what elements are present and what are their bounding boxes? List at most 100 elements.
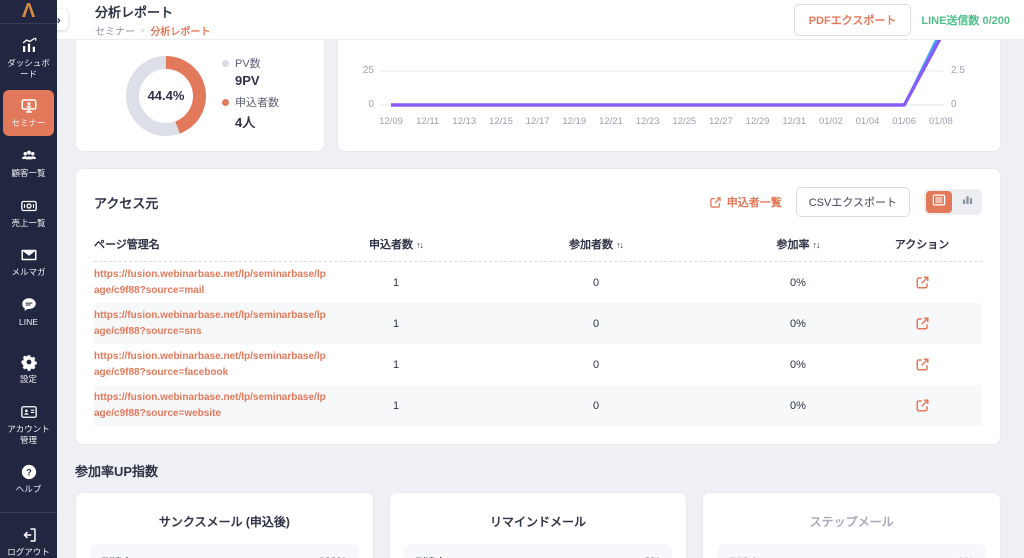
sidebar-item-mail-magazine[interactable]: メルマガ [3, 239, 54, 285]
seminar-icon [19, 97, 39, 115]
page-url-link[interactable]: https://fusion.webinarbase.net/lp/semina… [94, 351, 326, 378]
access-card-title: アクセス元 [94, 195, 159, 211]
sort-icon[interactable]: ↑↓ [616, 240, 624, 250]
sidebar-item-label: LINE [19, 316, 38, 327]
settings-icon [19, 353, 39, 372]
participants-cell: 0 [592, 358, 600, 371]
rate-cell: 0% [790, 276, 806, 289]
bar-chart-icon [961, 193, 974, 211]
view-toggle [924, 189, 982, 215]
column-header-participants[interactable]: 参加者数 ↑↓ [569, 239, 624, 251]
page-url-link[interactable]: https://fusion.webinarbase.net/lp/semina… [94, 310, 326, 337]
sidebar-nav-logout: ログアウト [0, 513, 57, 558]
x-tick: 01/08 [928, 116, 953, 127]
x-axis-labels: 12/09 12/11 12/13 12/15 12/17 12/19 12/2… [373, 116, 959, 127]
donut-chart: 44.4% [126, 55, 206, 136]
right-axis-tick: 2.5 [951, 65, 965, 76]
header-actions: PDFエクスポート LINE送信数 0/200 [793, 3, 1014, 36]
page-url-link[interactable]: https://fusion.webinarbase.net/lp/semina… [94, 392, 326, 419]
sidebar-item-logout[interactable]: ログアウト [3, 519, 54, 558]
rate-cell: 0% [790, 358, 806, 371]
open-external-icon[interactable] [915, 316, 930, 331]
page-url-link[interactable]: https://fusion.webinarbase.net/lp/semina… [94, 269, 326, 296]
table-row: https://fusion.webinarbase.net/lp/semina… [94, 344, 982, 385]
sidebar-item-customers[interactable]: 顧客一覧 [3, 140, 54, 186]
legend-item-pv: PV数 [222, 55, 279, 71]
rate-cell: 0% [790, 317, 806, 330]
table-row: https://fusion.webinarbase.net/lp/semina… [94, 303, 982, 344]
sidebar-item-settings[interactable]: 設定 [3, 346, 54, 392]
sidebar-item-label: アカウント管理 [7, 424, 50, 445]
x-tick: 12/21 [599, 116, 623, 127]
csv-export-button[interactable]: CSVエクスポート [795, 187, 910, 217]
participants-cell: 0 [592, 399, 600, 412]
sidebar-item-label: メルマガ [11, 267, 46, 278]
dashboard-icon [19, 37, 39, 55]
applicants-list-label: 申込者一覧 [726, 197, 782, 209]
line-chart [380, 40, 944, 107]
main-area: » 分析レポート セミナー › 分析レポート PDFエクスポート LINE送信数… [47, 0, 1024, 558]
column-header-rate[interactable]: 参加率 ↑↓ [776, 239, 821, 251]
open-external-icon[interactable] [915, 398, 930, 413]
applicants-count-value: 4人 [235, 115, 256, 130]
line-chat-icon [19, 296, 39, 314]
rate-cell: 0% [790, 399, 806, 412]
pv-series-line [391, 40, 938, 107]
x-tick: 12/15 [489, 116, 513, 127]
donut-legend: PV数 9PV 申込者数 4人 [222, 55, 279, 136]
table-view-button[interactable] [926, 191, 952, 213]
svg-text:?: ? [26, 468, 32, 478]
legend-label: PV数 [235, 58, 261, 70]
page-header: » 分析レポート セミナー › 分析レポート PDFエクスポート LINE送信数… [47, 0, 1024, 40]
trend-line-chart-card: 25 0 2.5 0 12/09 12/11 12/13 12/15 12/17… [337, 40, 1001, 152]
table-row: https://fusion.webinarbase.net/lp/semina… [94, 385, 982, 426]
open-external-icon[interactable] [915, 275, 930, 290]
delivery-rate-metric: 到達率 0% [717, 544, 987, 558]
customers-icon [19, 147, 39, 165]
left-axis-tick: 0 [368, 99, 374, 110]
breadcrumb-parent[interactable]: セミナー [95, 26, 135, 38]
x-tick: 12/31 [782, 116, 807, 127]
left-axis-tick: 25 [362, 65, 374, 76]
x-tick: 01/06 [892, 116, 917, 127]
applicants-dot-icon [222, 98, 229, 106]
x-tick: 12/29 [745, 116, 770, 127]
account-icon [19, 403, 39, 421]
chart-view-button[interactable] [954, 191, 980, 213]
sidebar-item-help[interactable]: ? ヘルプ [3, 456, 54, 502]
column-header-applicants[interactable]: 申込者数 ↑↓ [369, 239, 424, 251]
delivery-rate-metric: 到達率 100% [90, 544, 359, 558]
line-quota-counter: LINE送信数 0/200 [921, 14, 1010, 27]
step-mail-card: ステップメール 到達率 0% 開封率 0% [702, 492, 1002, 558]
sidebar-item-line[interactable]: LINE [3, 289, 54, 335]
top-cards-row: 44.4% PV数 9PV 申込者数 4人 [75, 40, 1001, 152]
breadcrumb-current: 分析レポート [150, 26, 211, 38]
sidebar-item-label: 売上一覧 [11, 217, 46, 228]
sidebar-nav-bottom: 設定 アカウント管理 ? [0, 340, 57, 508]
sort-icon[interactable]: ↑↓ [812, 240, 821, 250]
uplift-section-title: 参加率UP指数 [75, 464, 159, 479]
sort-icon[interactable]: ↑↓ [416, 240, 424, 250]
sidebar-item-dashboard[interactable]: ダッシュボード [3, 30, 54, 86]
sidebar-item-sales[interactable]: 売上一覧 [3, 190, 54, 236]
metric-label: 到達率 [102, 554, 132, 558]
sidebar-item-label: ダッシュボード [7, 58, 50, 79]
x-tick: 12/11 [416, 116, 440, 127]
mail-cards-row: サンクスメール (申込後) 到達率 100% 開封率 0% [75, 492, 1002, 558]
page-title: 分析レポート [95, 4, 174, 20]
logout-icon [19, 526, 39, 544]
x-tick: 12/27 [709, 116, 733, 127]
delivery-rate-metric: 到達率 0% [403, 544, 673, 558]
applicants-list-link[interactable]: 申込者一覧 [709, 194, 782, 210]
app-logo: Λ [0, 0, 57, 24]
metric-label: 到達率 [416, 554, 446, 558]
pdf-export-button[interactable]: PDFエクスポート [793, 3, 912, 36]
sidebar-item-seminar[interactable]: セミナー [3, 90, 54, 136]
open-external-icon[interactable] [915, 357, 930, 372]
breadcrumb: セミナー › 分析レポート [95, 23, 210, 38]
breadcrumb-separator-icon: › [141, 24, 145, 36]
mail-card-title: サンクスメール (申込後) [158, 515, 290, 529]
sidebar-item-account[interactable]: アカウント管理 [3, 396, 54, 452]
metric-value: 0% [958, 556, 974, 558]
x-tick: 12/17 [525, 116, 550, 127]
